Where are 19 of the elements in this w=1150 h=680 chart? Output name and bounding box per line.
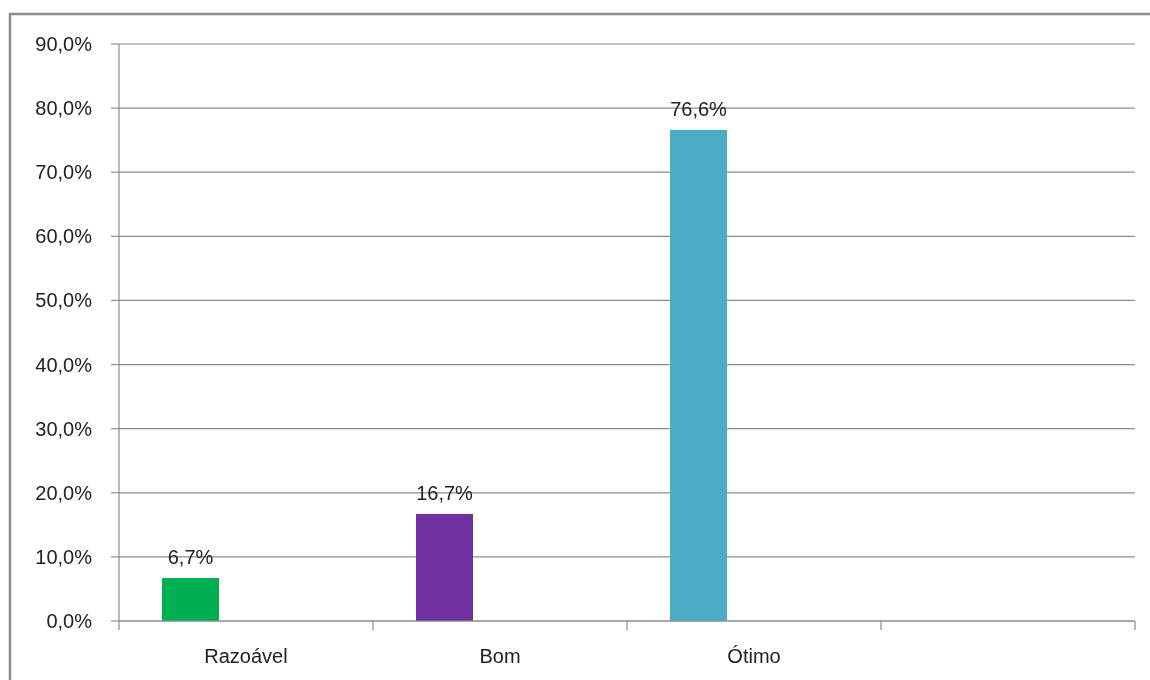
bar [416,513,473,621]
x-tick-label: Ótimo [727,645,781,667]
data-label: 16,7% [416,481,474,504]
y-tick-label: 50,0% [35,289,93,312]
y-tick-label: 30,0% [35,417,93,440]
x-tick-label: Razoável [204,645,288,667]
y-tick-label: 20,0% [35,481,93,504]
y-tick-label: 80,0% [35,97,93,120]
data-label: 6,7% [167,546,214,569]
y-tick-label: 70,0% [35,161,93,184]
y-tick-label: 90,0% [35,33,93,55]
x-tick-label: Bom [479,645,521,667]
y-tick-label: 40,0% [35,353,93,376]
data-label: 76,6% [670,97,728,120]
y-tick-label: 10,0% [35,545,93,568]
y-tick-label: 60,0% [35,225,93,248]
y-tick-label: 0,0% [46,610,93,632]
bar [670,129,727,621]
bar [162,578,219,621]
